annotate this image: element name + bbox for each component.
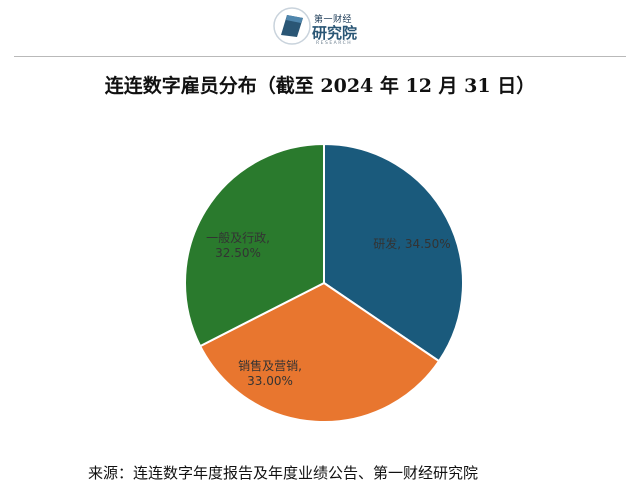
- logo-top-text: 第一财经: [314, 15, 353, 25]
- header-divider: [14, 56, 626, 57]
- slice-label-2: 销售及营销, 33.00%: [238, 358, 302, 388]
- logo-main-text: 研究院: [312, 24, 358, 42]
- slice-label-1: 研发, 34.50%: [373, 236, 450, 251]
- pie-slice-1: [323, 142, 464, 363]
- pie-chart: 研发, 34.50% 销售及营销, 33.00% 一般及行政, 32.50%: [184, 142, 464, 423]
- pie-slice-2: [198, 281, 441, 423]
- slice-label-3: 一般及行政, 32.50%: [206, 230, 270, 260]
- chart-title: 连连数字雇员分布（截至 2024 年 12 月 31 日）: [104, 75, 536, 97]
- logo: 第一财经 研究院 RESEARCH: [272, 6, 382, 50]
- source-note: 来源：连连数字年度报告及年度业绩公告、第一财经研究院: [88, 464, 479, 482]
- logo-mark-icon: [273, 7, 311, 45]
- pie-slice-3: [184, 142, 325, 348]
- header: 第一财经 研究院 RESEARCH: [0, 0, 640, 56]
- logo-sub-text: RESEARCH: [316, 41, 353, 46]
